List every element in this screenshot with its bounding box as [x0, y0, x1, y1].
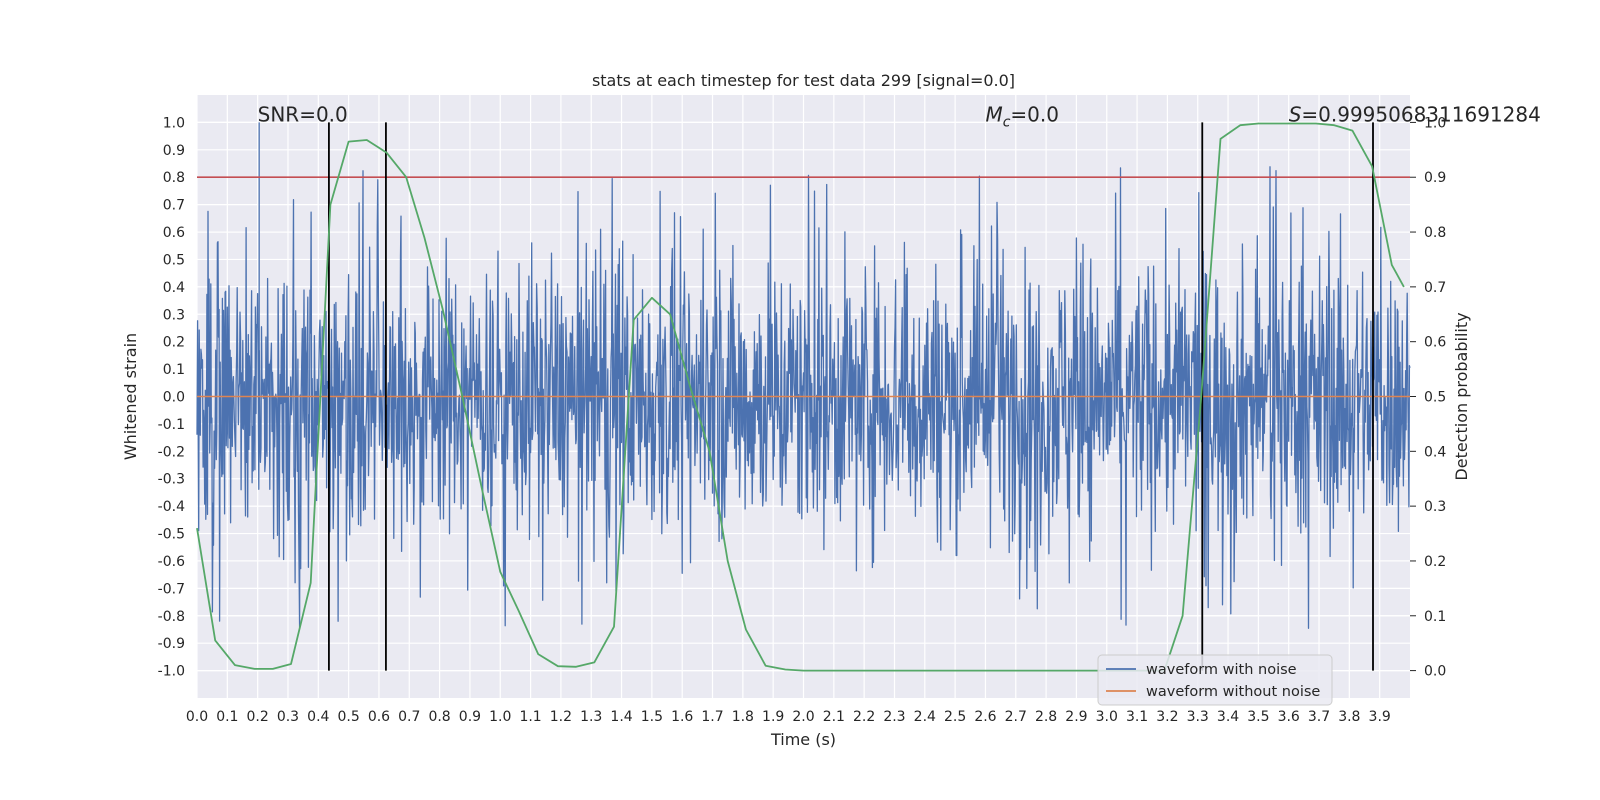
- y-tick-label: 0.4: [163, 280, 185, 296]
- y-tick-label: -0.2: [158, 444, 185, 460]
- x-tick-label: 3.8: [1338, 709, 1360, 725]
- y2-tick-label: 0.1: [1424, 609, 1446, 625]
- legend-label-noisy: waveform with noise: [1146, 662, 1297, 678]
- x-tick-label: 1.1: [519, 709, 541, 725]
- y2-tick-label: 1.0: [1424, 115, 1446, 131]
- x-tick-label: 2.8: [1035, 709, 1057, 725]
- x-tick-label: 1.0: [489, 709, 511, 725]
- x-tick-label: 1.5: [641, 709, 663, 725]
- y-tick-label: -0.3: [158, 472, 185, 488]
- x-tick-label: 2.7: [1005, 709, 1027, 725]
- x-tick-label: 1.8: [732, 709, 754, 725]
- x-tick-label: 0.7: [398, 709, 420, 725]
- y2-tick-label: 0.3: [1424, 499, 1446, 515]
- x-tick-label: 0.6: [368, 709, 390, 725]
- annotation-mc: Mc=0.0: [985, 102, 1059, 130]
- x-tick-label: 3.1: [1126, 709, 1148, 725]
- y-tick-label: 0.9: [163, 143, 185, 159]
- y-tick-label: -0.5: [158, 527, 185, 543]
- series-waveform-with-noise: [196, 122, 1411, 629]
- y-tick-label: -0.9: [158, 636, 185, 652]
- y-tick-label: 0.2: [163, 335, 185, 351]
- x-tick-label: 0.2: [247, 709, 269, 725]
- y-axis-label: Whitened strain: [121, 333, 140, 460]
- legend-box: [1097, 654, 1333, 706]
- detection-probability-line: [196, 122, 1405, 672]
- x-tick-label: 0.4: [307, 709, 329, 725]
- x-axis-ticks: 0.0 0.1 0.2 0.3 0.4 0.5 0.6 0.7 0.8 0.9 1.0 1.1 1.2 1…: [186, 709, 1391, 725]
- y-tick-label: -0.7: [158, 581, 185, 597]
- y-axis-ticks: 1.0 0.9 0.8 0.7 0.6 0.5 0.4 0.3 0.2 0.1 0.0 -0.1 -0.…: [158, 115, 185, 679]
- y2-tick-label: 0.6: [1424, 335, 1446, 351]
- series-detection-probability: [196, 122, 1405, 672]
- x-tick-label: 3.4: [1217, 709, 1239, 725]
- x-tick-label: 0.9: [459, 709, 481, 725]
- y2-tick-label: 0.5: [1424, 390, 1446, 406]
- x-tick-label: 3.9: [1369, 709, 1391, 725]
- y-tick-label: 0.3: [163, 307, 185, 323]
- x-tick-label: 1.2: [550, 709, 572, 725]
- y2-tick-label: 0.7: [1424, 280, 1446, 296]
- legend-label-clean: waveform without noise: [1146, 684, 1320, 700]
- waveform-with-noise-line: [196, 166, 1411, 629]
- x-tick-label: 2.1: [823, 709, 845, 725]
- x-tick-label: 2.6: [974, 709, 996, 725]
- x-tick-label: 1.3: [580, 709, 602, 725]
- y-tick-label: -0.6: [158, 554, 185, 570]
- y-tick-label: -0.8: [158, 609, 185, 625]
- y-tick-label: 0.1: [163, 362, 185, 378]
- x-axis-label: Time (s): [770, 730, 836, 749]
- y-tick-label: -0.4: [158, 499, 185, 515]
- y2-tick-label: 0.4: [1424, 444, 1446, 460]
- x-tick-label: 2.0: [792, 709, 814, 725]
- x-tick-label: 3.3: [1187, 709, 1209, 725]
- y-tick-label: -0.1: [158, 417, 185, 433]
- x-tick-label: 1.4: [610, 709, 632, 725]
- chart-title: stats at each timestep for test data 299…: [592, 71, 1015, 90]
- y-tick-label: 0.5: [163, 252, 185, 268]
- x-tick-label: 0.1: [216, 709, 238, 725]
- y-tick-label: 0.0: [163, 390, 185, 406]
- x-tick-label: 3.2: [1156, 709, 1178, 725]
- x-tick-label: 3.5: [1247, 709, 1269, 725]
- x-tick-label: 0.0: [186, 709, 208, 725]
- y2-axis-label: Detection probability: [1452, 312, 1471, 480]
- annotation-s: S=0.9995068311691284: [1289, 102, 1541, 126]
- x-tick-label: 2.5: [944, 709, 966, 725]
- y2-tick-label: 0.9: [1424, 170, 1446, 186]
- annotation-snr: SNR=0.0: [258, 102, 348, 126]
- plot-area: [196, 95, 1411, 698]
- x-tick-label: 1.9: [762, 709, 784, 725]
- y-tick-label: 0.7: [163, 198, 185, 214]
- x-tick-label: 3.0: [1096, 709, 1118, 725]
- x-tick-label: 2.2: [853, 709, 875, 725]
- marker-lines: [328, 122, 1374, 671]
- x-tick-label: 3.7: [1308, 709, 1330, 725]
- x-tick-label: 1.6: [671, 709, 693, 725]
- y-tick-label: 0.6: [163, 225, 185, 241]
- y-tick-label: -1.0: [158, 664, 185, 680]
- y2-tick-label: 0.2: [1424, 554, 1446, 570]
- x-tick-label: 1.7: [701, 709, 723, 725]
- y-tick-label: 0.8: [163, 170, 185, 186]
- y2-tick-label: 0.0: [1424, 664, 1446, 680]
- x-tick-label: 3.6: [1278, 709, 1300, 725]
- legend: waveform with noise waveform without noi…: [1097, 654, 1333, 706]
- x-tick-label: 2.4: [914, 709, 936, 725]
- x-tick-label: 0.8: [428, 709, 450, 725]
- y2-axis-ticks: 1.0 0.9 0.8 0.7 0.6 0.5 0.4 0.3 0.2 0.1 0.0: [1410, 115, 1446, 680]
- x-tick-label: 0.5: [337, 709, 359, 725]
- x-tick-label: 2.3: [883, 709, 905, 725]
- y-tick-label: 1.0: [163, 115, 185, 131]
- x-tick-label: 0.3: [277, 709, 299, 725]
- x-tick-label: 2.9: [1065, 709, 1087, 725]
- y2-tick-label: 0.8: [1424, 225, 1446, 241]
